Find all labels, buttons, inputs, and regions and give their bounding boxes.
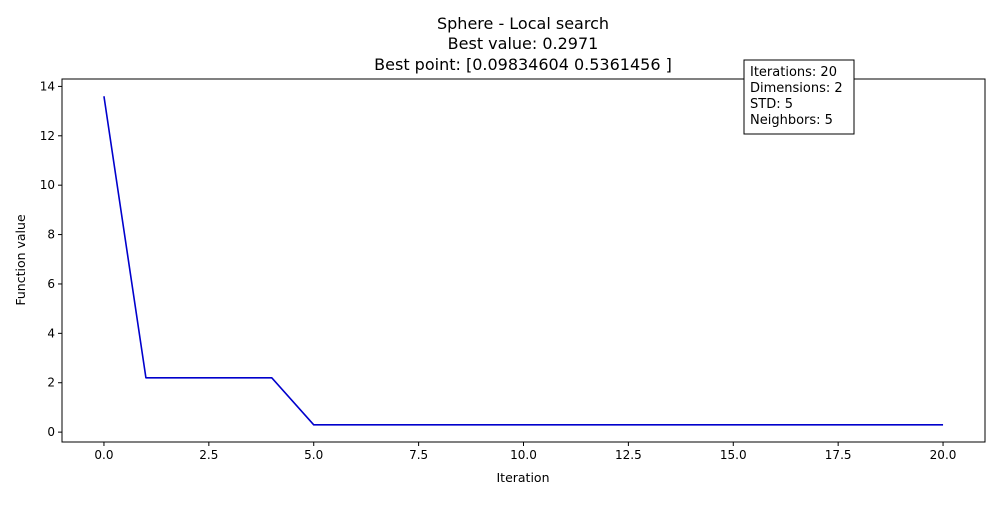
x-tick-label: 10.0 (510, 448, 537, 462)
y-tick-label: 2 (47, 376, 55, 390)
x-tick-label: 7.5 (409, 448, 428, 462)
y-tick-label: 4 (47, 326, 55, 340)
x-axis-label: Iteration (496, 470, 549, 485)
title-line-3: Best point: [0.09834604 0.5361456 ] (374, 55, 672, 74)
series-layer (104, 96, 943, 425)
title-line-1: Sphere - Local search (437, 14, 609, 33)
x-tick-label: 20.0 (930, 448, 957, 462)
y-tick-label: 10 (40, 178, 55, 192)
title-line-2: Best value: 0.2971 (448, 34, 599, 53)
y-axis-ticks: 0 2 4 6 8 10 12 14 (40, 79, 62, 439)
y-axis-label: Function value (13, 214, 28, 306)
x-tick-label: 15.0 (720, 448, 747, 462)
y-tick-label: 8 (47, 228, 55, 242)
x-tick-label: 5.0 (304, 448, 323, 462)
x-axis-ticks: 0.0 2.5 5.0 7.5 10.0 12.5 15.0 17.5 20.0 (94, 442, 956, 462)
x-tick-label: 17.5 (825, 448, 852, 462)
parameters-info-box: Iterations: 20 Dimensions: 2 STD: 5 Neig… (744, 60, 854, 134)
x-tick-label: 12.5 (615, 448, 642, 462)
info-iterations: Iterations: 20 (750, 65, 837, 80)
x-tick-label: 2.5 (199, 448, 218, 462)
info-neighbors: Neighbors: 5 (750, 113, 833, 128)
y-tick-label: 14 (40, 79, 55, 93)
x-tick-label: 0.0 (94, 448, 113, 462)
y-tick-label: 12 (40, 129, 55, 143)
chart-title: Sphere - Local search Best value: 0.2971… (374, 14, 672, 74)
y-tick-label: 6 (47, 277, 55, 291)
info-dimensions: Dimensions: 2 (750, 81, 843, 96)
y-tick-label: 0 (47, 425, 55, 439)
series-line (104, 96, 943, 425)
info-std: STD: 5 (750, 97, 793, 112)
